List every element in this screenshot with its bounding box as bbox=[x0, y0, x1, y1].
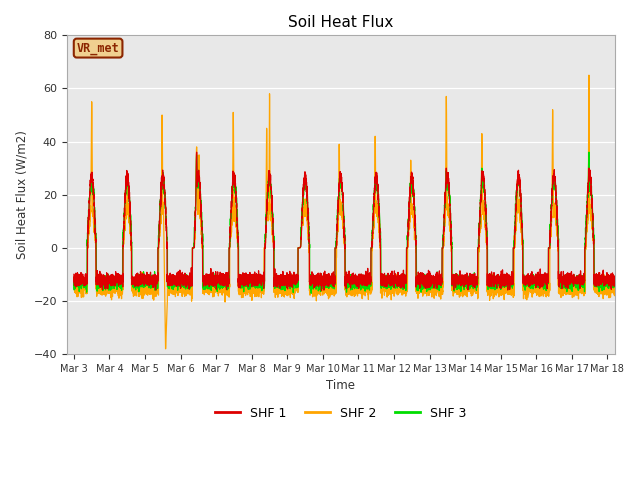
Text: VR_met: VR_met bbox=[77, 42, 120, 55]
Legend: SHF 1, SHF 2, SHF 3: SHF 1, SHF 2, SHF 3 bbox=[210, 402, 472, 425]
X-axis label: Time: Time bbox=[326, 379, 355, 392]
Y-axis label: Soil Heat Flux (W/m2): Soil Heat Flux (W/m2) bbox=[15, 130, 28, 259]
Title: Soil Heat Flux: Soil Heat Flux bbox=[288, 15, 394, 30]
